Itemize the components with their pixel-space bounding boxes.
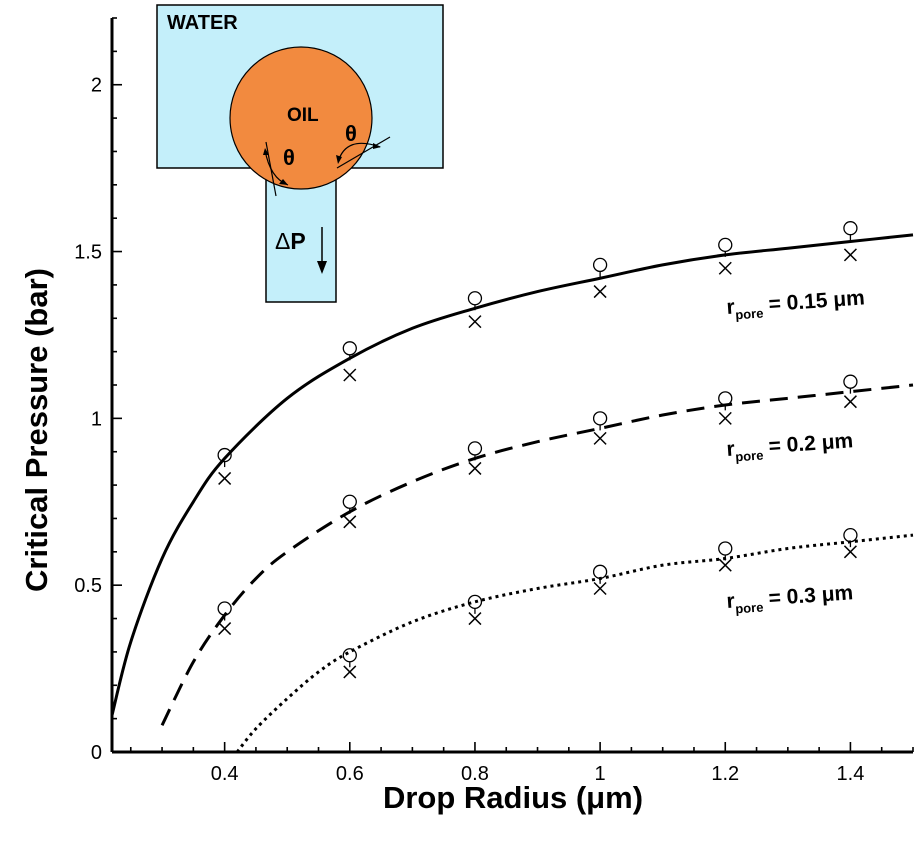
cross-marker — [718, 261, 732, 275]
cross-marker — [843, 395, 857, 409]
cross-marker — [843, 248, 857, 262]
axes: 0 0.5 1 1.5 2 0.4 0.6 0.8 1 1.2 1.4 — [74, 17, 914, 785]
pressure-label: ΔP — [275, 228, 306, 254]
y-axis-title: Critical Pressure (bar) — [19, 268, 54, 592]
oil-label: OIL — [287, 105, 319, 126]
circle-marker — [467, 291, 483, 306]
circle-marker — [342, 494, 357, 509]
x-tick-label: 1 — [595, 763, 606, 785]
series-label: rpore = 0.3 μm — [726, 581, 854, 617]
circle-marker — [592, 411, 608, 426]
x-tick-label: 1.2 — [711, 763, 739, 785]
water-label: WATER — [167, 12, 238, 34]
circle-marker — [718, 237, 733, 253]
cross-marker — [468, 315, 482, 329]
circle-marker — [592, 257, 608, 273]
left-arrow-icon — [279, 179, 288, 185]
y-tick-label: 0.5 — [74, 575, 102, 597]
circle-marker — [592, 564, 608, 579]
pressure-arrow-icon — [317, 261, 327, 274]
y-tick-label: 1 — [91, 408, 102, 430]
inset-diagram: WATER OIL θ θ ΔP — [156, 4, 444, 303]
cross-marker — [593, 285, 607, 299]
series-label: rpore = 0.15 μm — [726, 286, 866, 323]
y-tick-label: 2 — [91, 75, 102, 97]
circle-marker — [718, 541, 733, 556]
right-arrow-end-icon — [373, 143, 381, 149]
x-tick-label: 0.4 — [211, 763, 239, 785]
theta-left: θ — [283, 145, 295, 170]
cross-marker — [218, 622, 232, 636]
right-arrow-icon — [336, 155, 342, 164]
x-tick-label: 1.4 — [837, 763, 865, 785]
pressure-letter: P — [290, 228, 305, 254]
circle-marker — [342, 648, 357, 663]
circle-marker — [843, 221, 858, 236]
circle-marker — [718, 391, 733, 406]
cross-marker — [218, 471, 232, 485]
circle-marker — [467, 441, 483, 456]
cross-marker — [593, 581, 607, 596]
cross-marker — [718, 411, 732, 425]
cross-marker — [718, 558, 732, 572]
right-tangent-line — [336, 136, 391, 169]
delta-symbol: Δ — [275, 228, 290, 254]
left-arrow-up-icon — [263, 148, 269, 155]
x-axis-title: Drop Radius (μm) — [383, 780, 643, 815]
cross-marker — [343, 665, 357, 679]
cross-marker — [468, 461, 482, 475]
cross-marker — [343, 515, 357, 529]
cross-marker — [468, 612, 482, 626]
series-curve-dotted — [235, 533, 914, 753]
cross-marker — [843, 545, 857, 559]
circle-marker — [342, 341, 357, 356]
circle-marker — [843, 527, 858, 543]
y-tick-label: 1.5 — [74, 242, 102, 264]
cross-marker — [343, 368, 357, 382]
y-tick-label: 0 — [91, 742, 102, 764]
circle-marker — [843, 374, 858, 389]
series-curve-solid — [110, 233, 914, 716]
x-tick-label: 0.8 — [461, 763, 489, 785]
cross-marker — [593, 431, 607, 445]
curve-labels: rpore = 0.15 μm rpore = 0.2 μm rpore = 0.3… — [726, 286, 866, 617]
x-tick-label: 0.6 — [336, 763, 364, 785]
markers — [217, 221, 858, 679]
theta-right: θ — [345, 121, 357, 146]
series-label: rpore = 0.2 μm — [726, 429, 854, 465]
